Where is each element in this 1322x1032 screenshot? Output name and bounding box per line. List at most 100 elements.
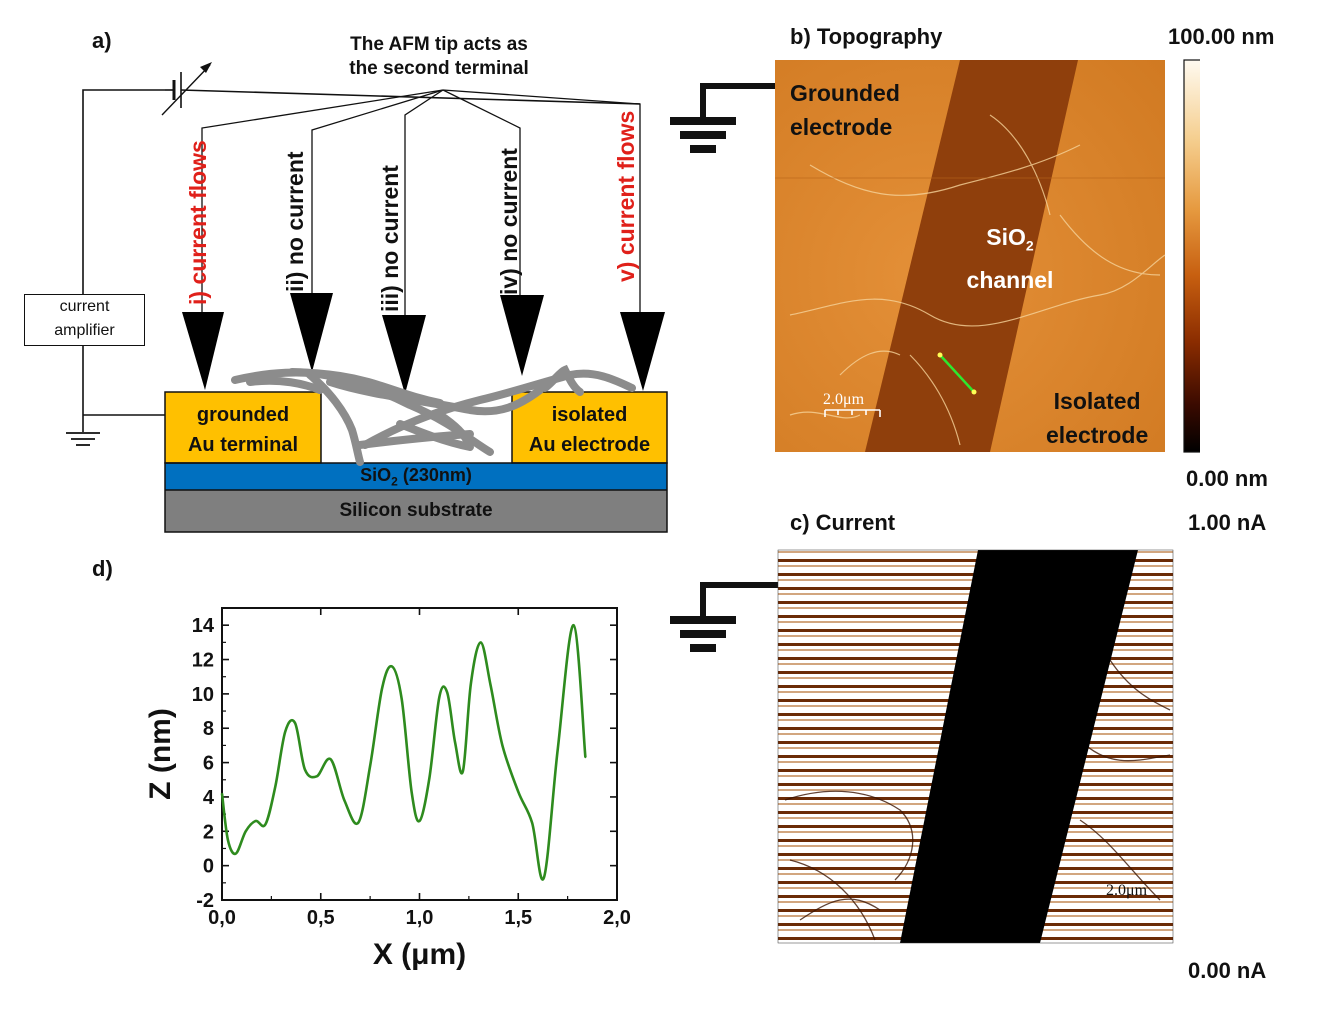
- data-point: [479, 641, 482, 644]
- topo-channel-main: SiO: [986, 224, 1026, 250]
- current-amplifier-box: current amplifier: [24, 294, 145, 346]
- topo-isolated-line2: electrode: [1046, 422, 1149, 448]
- current-nanowires: [784, 659, 1171, 941]
- topography-colorbar: [1183, 59, 1200, 453]
- x-tick-label: 2,0: [603, 907, 631, 929]
- topo-channel-sub: 2: [1025, 237, 1034, 254]
- data-point: [410, 791, 413, 793]
- oxide-label-main: SiO: [360, 465, 392, 485]
- data-point: [264, 823, 267, 826]
- panel-b-label: b) Topography: [790, 24, 943, 49]
- data-point: [446, 691, 448, 693]
- grounded-terminal-line2: Au terminal: [187, 434, 299, 456]
- tip-label-5: v) current flows: [613, 110, 639, 282]
- data-point: [557, 748, 559, 750]
- data-point: [391, 665, 393, 668]
- data-point: [369, 765, 371, 767]
- topography-colorbar-max: 100.00 nm: [1168, 24, 1275, 49]
- data-point: [221, 792, 223, 795]
- panel-a-schematic: [66, 62, 668, 533]
- tip-caption-line2: the second terminal: [349, 58, 529, 79]
- afm-tip-icon-2: [290, 293, 333, 372]
- topo-channel-line2: channel: [966, 266, 1054, 293]
- grounded-terminal-block: [164, 391, 322, 464]
- data-point: [418, 820, 421, 822]
- data-point: [501, 744, 504, 747]
- profile-line: [939, 354, 975, 393]
- panel-d-label: d): [92, 556, 113, 581]
- tip-caption: The AFM tip acts as the second terminal: [339, 34, 539, 80]
- data-point: [517, 791, 520, 793]
- data-point: [235, 852, 237, 855]
- data-point: [329, 758, 332, 760]
- oxide-label: SiO2 (230nm): [165, 465, 667, 489]
- data-point: [470, 682, 472, 685]
- data-point: [227, 839, 229, 841]
- height-profile-line: [220, 623, 587, 881]
- x-tick-label: 0,5: [307, 907, 335, 929]
- y-axis-label: Z (nm): [144, 708, 177, 800]
- tip-label-4: iv) no current: [496, 148, 522, 295]
- amplifier-line2: amplifier: [54, 322, 115, 339]
- y-tick-label: -2: [196, 890, 214, 912]
- topography-scale-bar: [824, 409, 881, 417]
- tip-label-1: i) current flows: [185, 140, 211, 305]
- topo-isolated-line1: Isolated: [1053, 388, 1141, 414]
- afm-tip-icon-4: [500, 295, 544, 376]
- substrate-label: Silicon substrate: [339, 500, 493, 521]
- nanowire-network: [231, 364, 636, 466]
- panel-a-label: a): [92, 28, 112, 53]
- current-colorbar-max: 1.00 nA: [1188, 510, 1267, 535]
- y-tick-label: 0: [203, 856, 214, 878]
- topo-channel-label: SiO2 channel: [960, 220, 1060, 297]
- ground-icon-current: [670, 582, 778, 652]
- circuit-wire-left: [82, 89, 165, 305]
- x-tick-label: 1,0: [406, 907, 434, 929]
- tip-connection-lines: [201, 89, 641, 315]
- isolated-electrode-line1: isolated: [551, 404, 628, 426]
- data-point: [294, 722, 296, 724]
- grounded-terminal-line1: grounded: [196, 404, 290, 426]
- sio2-channel-region: [865, 60, 1078, 452]
- afm-tip-icon-5: [620, 312, 665, 391]
- data-point: [244, 830, 247, 833]
- topo-grounded-line1: Grounded: [790, 80, 900, 106]
- afm-tips: [182, 293, 665, 394]
- tip-caption-line1: The AFM tip acts as: [350, 34, 528, 55]
- y-tick-label: 8: [203, 718, 214, 740]
- insulating-channel-region: [900, 550, 1138, 943]
- grounded-terminal-label: grounded Au terminal: [165, 400, 321, 460]
- data-point: [274, 785, 277, 788]
- current-colorbar-min: 0.00 nA: [1188, 958, 1267, 983]
- topo-grounded-label: Grounded electrode: [790, 76, 900, 144]
- x-axis-label: X (μm): [373, 938, 466, 971]
- x-tick-label: 1,5: [504, 907, 532, 929]
- data-point: [284, 730, 286, 733]
- data-point: [543, 876, 545, 879]
- data-point: [400, 698, 403, 700]
- y-tick-label: 12: [192, 650, 214, 672]
- data-point: [343, 799, 346, 802]
- afm-tip-icon-1: [182, 312, 224, 390]
- current-panel: [670, 549, 1174, 944]
- x-tick-label: 0,0: [208, 907, 236, 929]
- topography-nanowires: [789, 114, 1166, 446]
- current-scale-label: 2.0μm: [1106, 882, 1148, 899]
- tip-label-2: ii) no current: [282, 151, 308, 292]
- topography-panel: [670, 59, 1200, 453]
- y-tick-label: 6: [203, 753, 214, 775]
- oxide-layer: [165, 463, 667, 490]
- y-tick-label: 2: [203, 821, 214, 843]
- substrate-layer: [165, 490, 667, 532]
- oxide-label-rest: (230nm): [397, 465, 472, 485]
- topo-channel-line1: SiO2: [960, 220, 1060, 263]
- data-point: [489, 684, 492, 687]
- data-point: [316, 775, 318, 778]
- y-tick-label: 10: [192, 684, 214, 706]
- data-point: [572, 624, 575, 626]
- data-point: [304, 768, 306, 771]
- data-point: [428, 777, 431, 779]
- data-point: [462, 770, 464, 772]
- height-profile-chart: -2 0 2 4 6 8 10 12 14 0,0 0,5 1,0 1,5 2,0 X (μm) Z (nm): [144, 607, 631, 971]
